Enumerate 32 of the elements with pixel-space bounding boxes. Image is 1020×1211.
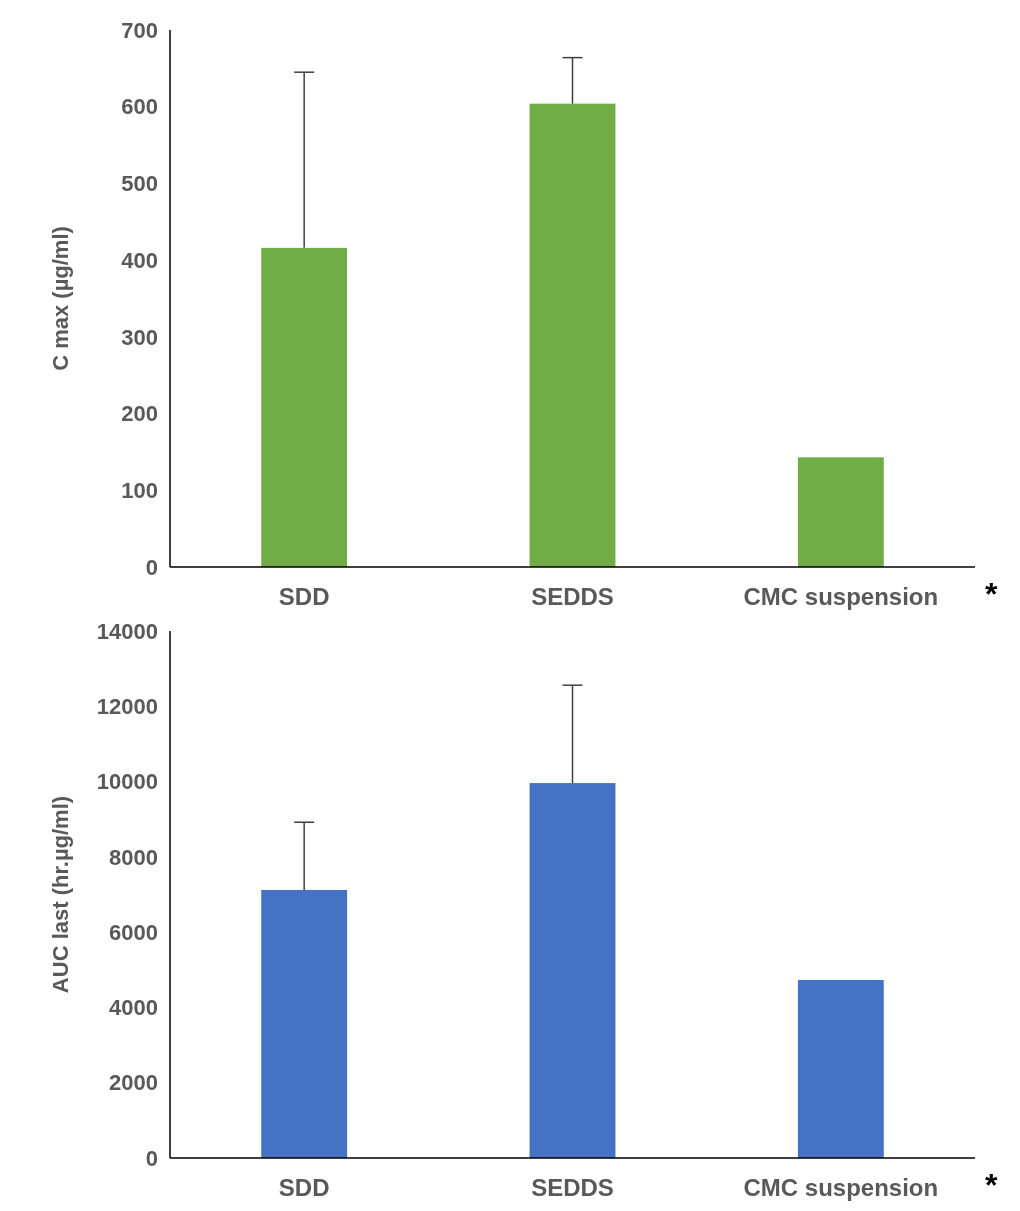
text: * [985, 576, 998, 612]
y-tick-label: 14000 [96, 618, 158, 644]
y-axis-title: C max (µg/ml) [48, 226, 73, 371]
x-tick-label: SDD [278, 583, 330, 610]
y-tick-label: 500 [121, 171, 158, 197]
x-tick-label: SDD [278, 1174, 330, 1201]
bar [529, 783, 616, 1158]
y-tick-label: 4000 [109, 995, 158, 1021]
bar [797, 979, 884, 1158]
y-tick-label: 10000 [96, 769, 158, 795]
y-tick-label: 0 [145, 1145, 158, 1171]
y-tick-label: 2000 [109, 1070, 158, 1096]
x-tick-label: SEDDS [531, 1174, 614, 1201]
x-tick-label: CMC suspension [743, 1174, 939, 1201]
y-tick-label: 300 [121, 324, 158, 350]
bar [797, 457, 884, 567]
bar [261, 889, 348, 1158]
x-tick-label: CMC suspension [743, 583, 939, 610]
bar [261, 247, 348, 567]
text: * [985, 1167, 998, 1203]
y-tick-label: 0 [145, 554, 158, 580]
y-tick-label: 100 [121, 477, 158, 503]
bar [529, 103, 616, 567]
x-tick-label: SEDDS [531, 583, 614, 610]
y-tick-label: 12000 [96, 693, 158, 719]
y-axis-title: AUC last (hr.µg/ml) [48, 795, 73, 994]
y-tick-label: 8000 [109, 844, 158, 870]
y-tick-label: 600 [121, 94, 158, 120]
y-tick-label: 700 [121, 17, 158, 43]
y-tick-label: 400 [121, 247, 158, 273]
y-tick-label: 6000 [109, 919, 158, 945]
y-tick-label: 200 [121, 401, 158, 427]
